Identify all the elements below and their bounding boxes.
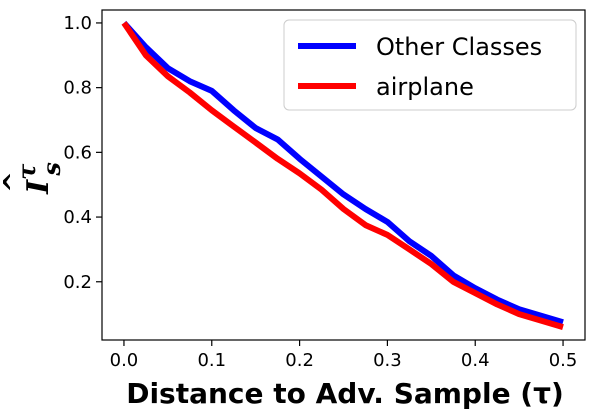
y-axis-label-hat: ^ — [0, 171, 29, 193]
y-axis-label: Iτs ^ — [0, 162, 66, 195]
legend-label-other-classes: Other Classes — [376, 33, 542, 61]
y-tick-label: 0.2 — [63, 272, 92, 293]
y-axis-label-base: I — [21, 179, 56, 195]
svg-text:Iτs: Iτs — [12, 162, 66, 195]
plot-frame — [101, 9, 586, 341]
y-axis-label-subscript: s — [37, 162, 66, 177]
y-tick-label: 0.8 — [63, 78, 92, 99]
x-axis-ticks: 0.0 0.1 0.2 0.3 0.4 0.5 — [110, 340, 578, 371]
legend-label-airplane: airplane — [376, 73, 474, 101]
x-tick-label: 0.5 — [549, 350, 578, 371]
series-line-airplane — [121, 21, 564, 330]
x-tick-label: 0.3 — [373, 350, 402, 371]
x-tick-label: 0.2 — [285, 350, 314, 371]
legend: Other Classes airplane — [283, 19, 577, 111]
y-axis-label-superscript: τ — [12, 163, 41, 180]
y-axis-ticks: 0.2 0.4 0.6 0.8 1.0 — [63, 13, 102, 293]
series-line-other-classes — [121, 20, 564, 326]
y-tick-label: 0.4 — [63, 207, 92, 228]
y-tick-label: 1.0 — [63, 13, 92, 34]
x-tick-label: 0.1 — [197, 350, 226, 371]
legend-box — [283, 19, 577, 111]
x-tick-label: 0.0 — [110, 350, 139, 371]
series-layer — [121, 20, 564, 330]
x-tick-label: 0.4 — [461, 350, 490, 371]
x-axis-label: Distance to Adv. Sample (τ) — [126, 377, 564, 410]
y-tick-label: 0.6 — [63, 142, 92, 163]
